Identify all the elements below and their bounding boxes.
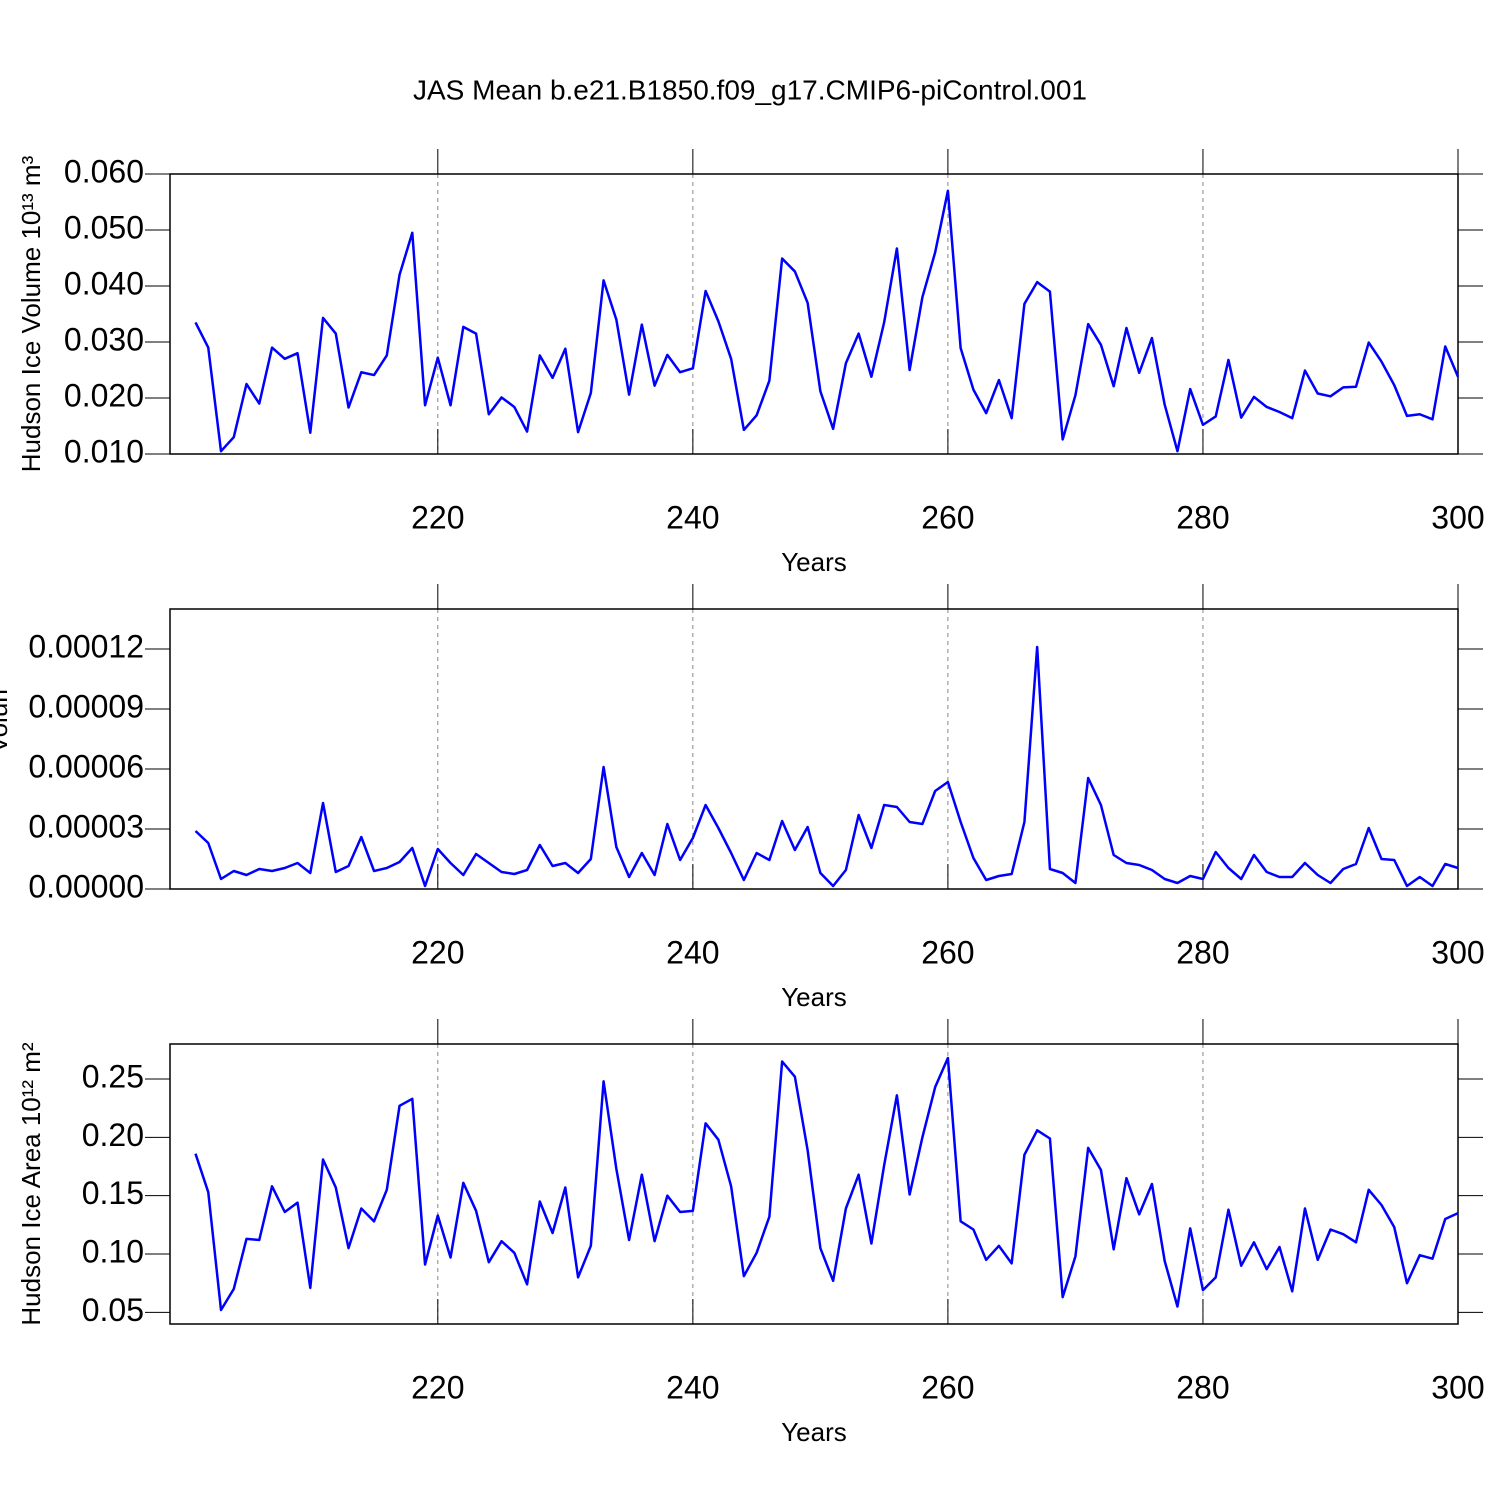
x-tick-label: 220	[411, 934, 464, 970]
plot-frame	[169, 173, 1459, 455]
y-tick-label: 0.00000	[28, 868, 144, 904]
y-tick-label: 0.25	[82, 1058, 144, 1094]
x-tick-label: 260	[921, 499, 974, 535]
plot-frame	[169, 608, 1459, 890]
data-line	[194, 189, 1460, 453]
data-line	[194, 645, 1459, 888]
x-axis-label: Years	[781, 547, 847, 577]
x-tick-label: 300	[1431, 934, 1484, 970]
y-tick-label: 0.050	[64, 209, 144, 245]
y-tick-label: 0.040	[64, 265, 144, 301]
x-tick-label: 280	[1176, 934, 1229, 970]
panel: 220 240 260 280 300 0.05 0.10 0.15 0.20 0.25 Years…	[16, 1019, 1485, 1447]
panel: 220 240 260 280 300 0.010 0.020 0.030 0.040 0.050…	[16, 149, 1485, 577]
y-tick-label: 0.10	[82, 1233, 144, 1269]
y-tick-label: 0.00012	[28, 628, 144, 664]
data-line	[194, 1056, 1459, 1312]
x-axis-label: Years	[781, 982, 847, 1012]
x-tick-label: 220	[411, 499, 464, 535]
plot-frame	[169, 1043, 1459, 1325]
x-tick-label: 240	[666, 934, 719, 970]
y-tick-label: 0.010	[64, 433, 144, 469]
x-tick-label: 240	[666, 499, 719, 535]
y-tick-label: 0.00009	[28, 688, 144, 724]
y-axis-label: Hudson Snow Volume 10¹³ m³	[0, 575, 13, 922]
y-axis-label: Hudson Ice Volume 10¹³ m³	[16, 155, 46, 472]
y-tick-label: 0.00006	[28, 748, 144, 784]
x-tick-label: 280	[1176, 1369, 1229, 1405]
y-tick-label: 0.060	[64, 153, 144, 189]
x-axis-label: Years	[781, 1417, 847, 1447]
y-tick-label: 0.15	[82, 1175, 144, 1211]
y-tick-label: 0.20	[82, 1117, 144, 1153]
y-tick-label: 0.00003	[28, 808, 144, 844]
x-tick-label: 300	[1431, 1369, 1484, 1405]
y-tick-label: 0.030	[64, 321, 144, 357]
x-tick-label: 240	[666, 1369, 719, 1405]
y-tick-label: 0.020	[64, 377, 144, 413]
x-tick-label: 300	[1431, 499, 1484, 535]
x-tick-label: 260	[921, 934, 974, 970]
x-tick-label: 220	[411, 1369, 464, 1405]
x-tick-label: 280	[1176, 499, 1229, 535]
x-tick-label: 260	[921, 1369, 974, 1405]
chart-title: JAS Mean b.e21.B1850.f09_g17.CMIP6-piCon…	[413, 74, 1087, 105]
panel: 220 240 260 280 300 0.00000 0.00003 0.00006 0.00…	[0, 575, 1485, 1012]
y-axis-label: Hudson Ice Area 10¹² m²	[16, 1042, 46, 1326]
y-tick-label: 0.05	[82, 1292, 144, 1328]
